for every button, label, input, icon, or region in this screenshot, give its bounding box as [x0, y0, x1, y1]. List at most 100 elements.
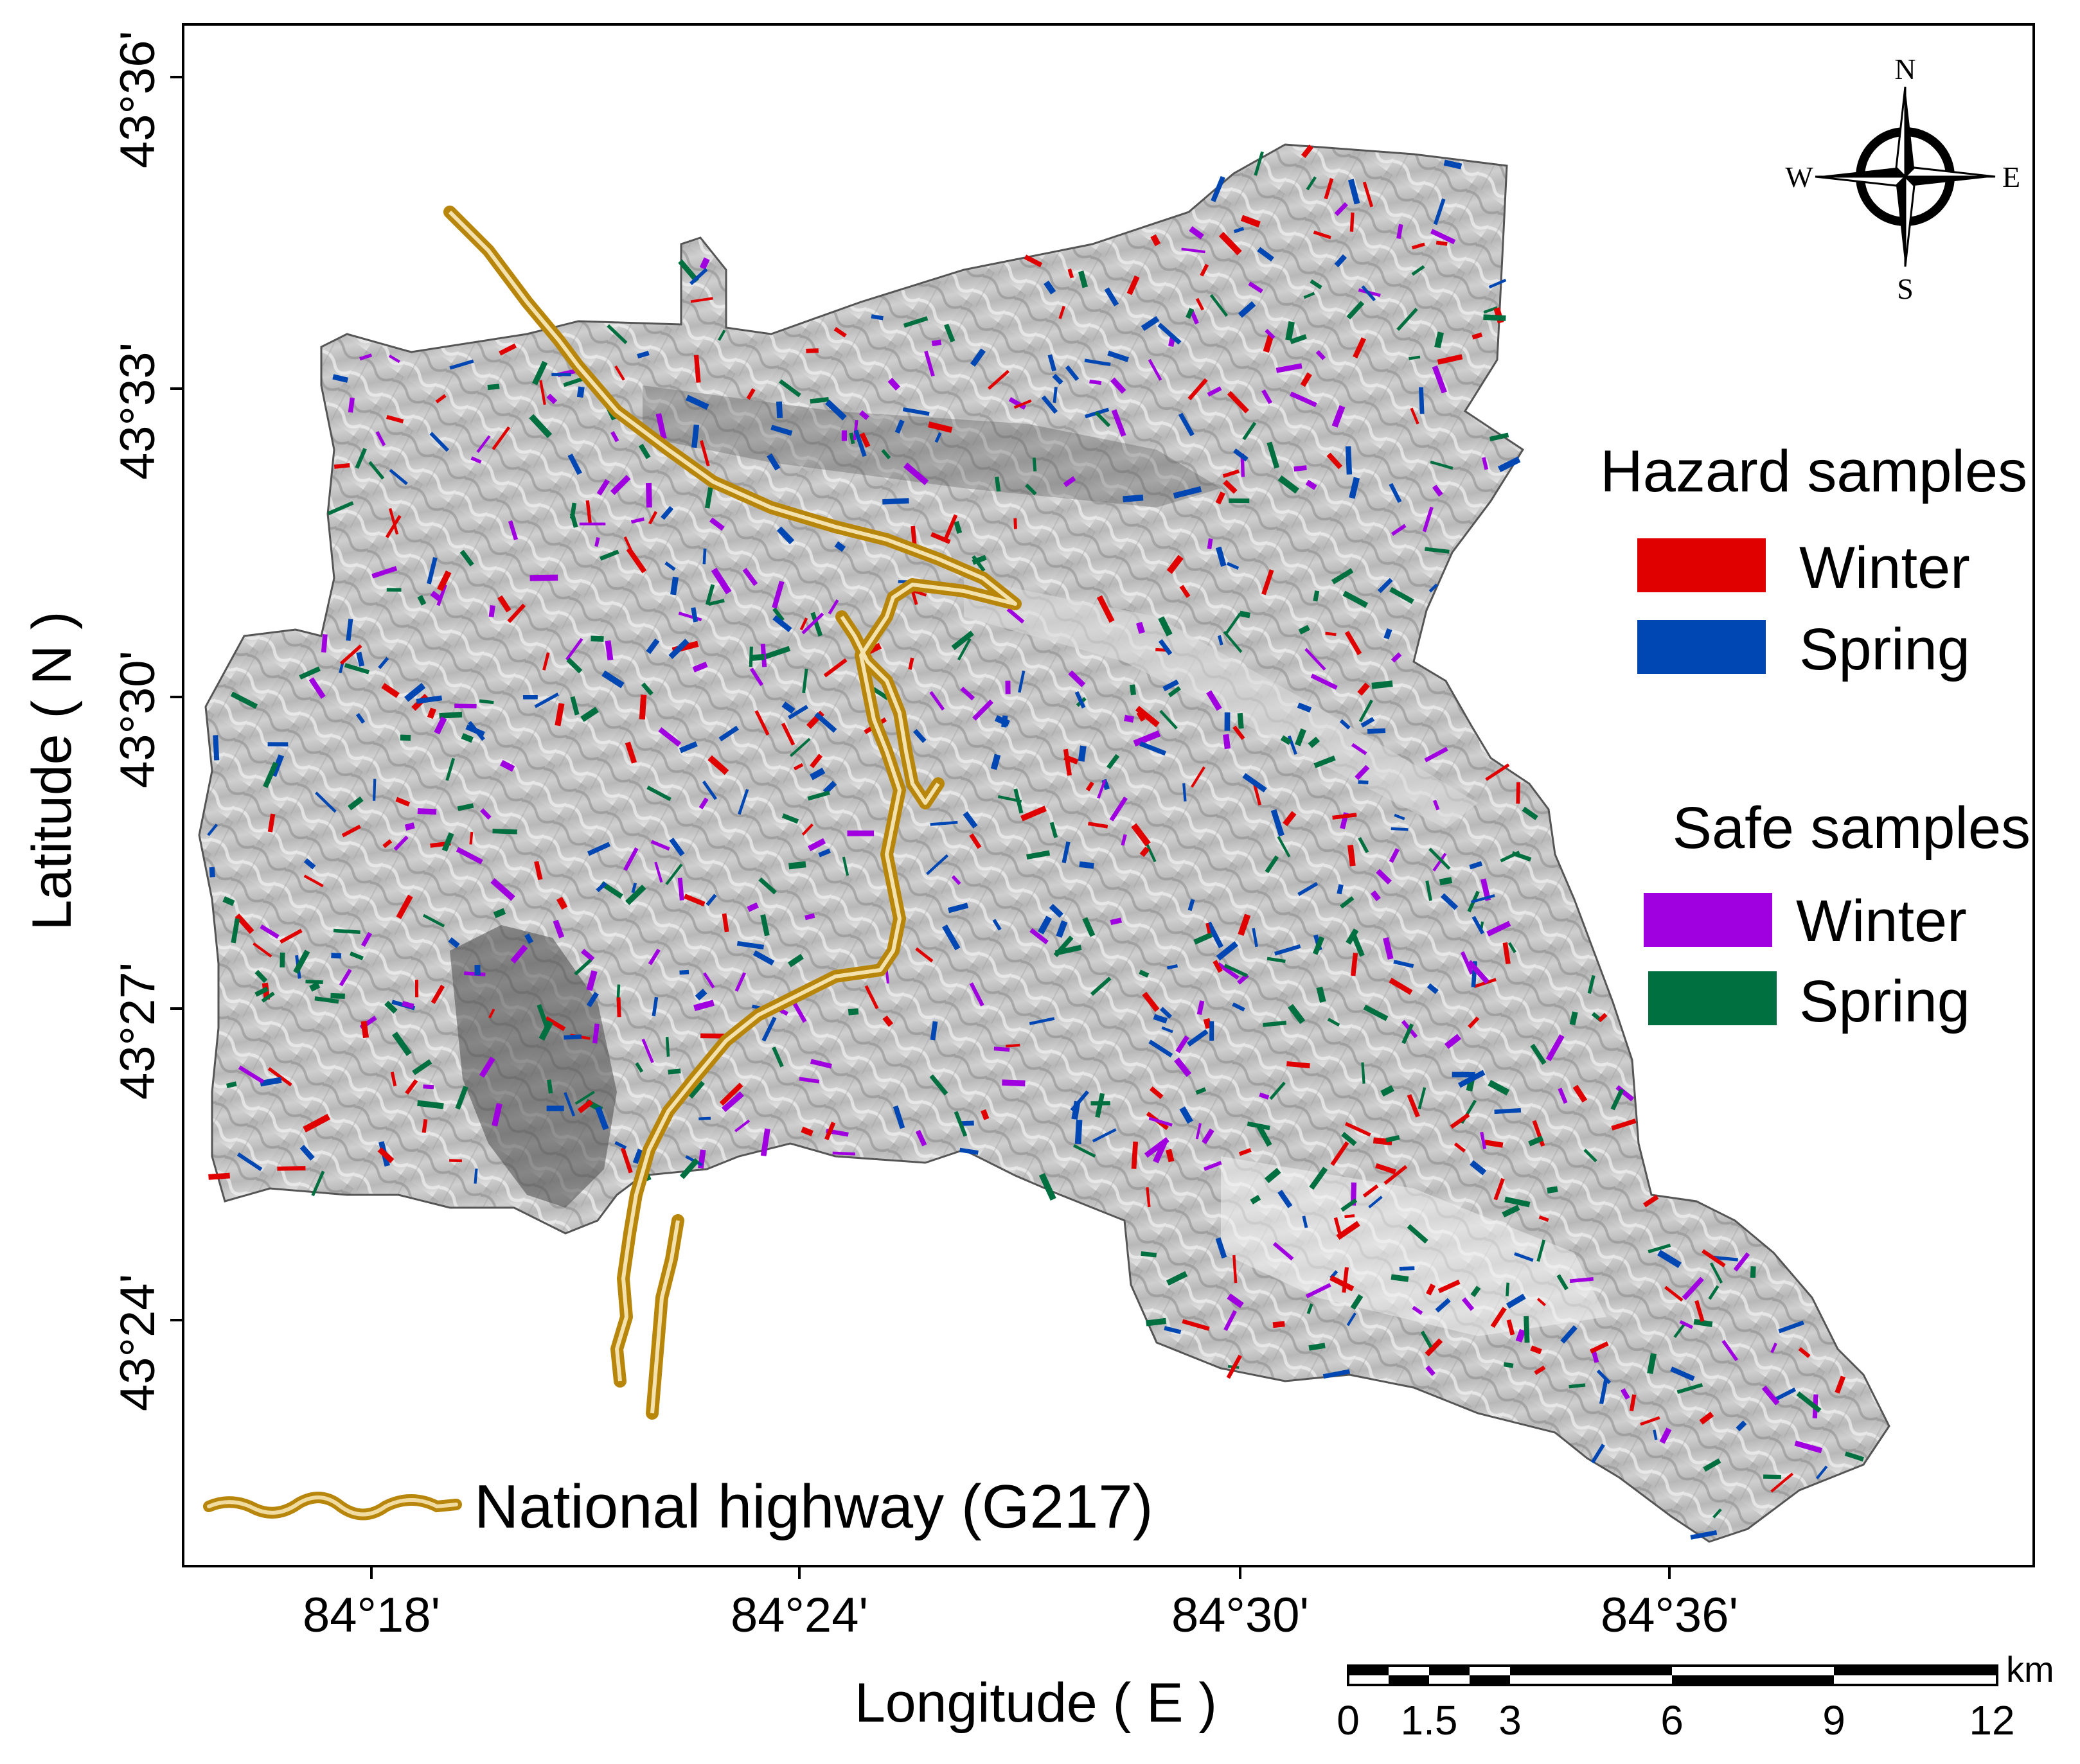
- sample-mark: [1835, 1375, 1846, 1394]
- sample-mark: [1166, 1271, 1188, 1286]
- sample-mark: [1024, 254, 1043, 268]
- x-tick-label: 84°24': [731, 1588, 868, 1643]
- sample-mark: [1733, 1252, 1750, 1272]
- sample-mark: [1209, 294, 1229, 317]
- sample-mark: [781, 722, 796, 746]
- sample-mark: [691, 424, 700, 448]
- sample-mark: [772, 1046, 784, 1068]
- sample-mark: [698, 1116, 711, 1120]
- sample-mark: [824, 1122, 836, 1141]
- sample-mark: [344, 663, 370, 675]
- sample-mark: [760, 1128, 770, 1157]
- sample-mark: [614, 1141, 627, 1150]
- sample-mark: [299, 666, 321, 680]
- sample-mark: [1047, 354, 1056, 372]
- sample-mark: [772, 607, 785, 622]
- sample-mark: [479, 699, 494, 705]
- sample-mark: [1471, 332, 1483, 340]
- sample-mark: [1342, 1267, 1349, 1293]
- sample-mark: [405, 1079, 418, 1095]
- sample-mark: [488, 1009, 495, 1019]
- sample-mark: [1044, 280, 1056, 295]
- sample-mark: [1141, 315, 1160, 331]
- sample-mark: [693, 1000, 715, 1011]
- sample-mark: [1285, 321, 1295, 341]
- sample-mark: [566, 657, 583, 674]
- sample-mark: [499, 759, 515, 772]
- sample-mark: [1357, 682, 1370, 696]
- sample-mark: [1049, 822, 1058, 838]
- sample-mark: [368, 461, 385, 480]
- sample-mark: [1504, 1196, 1531, 1208]
- sample-mark: [747, 902, 759, 912]
- sample-mark: [1215, 491, 1225, 505]
- sample-mark: [1316, 986, 1326, 1003]
- compass-rose: N S E W: [1785, 53, 2020, 305]
- sample-mark: [339, 644, 362, 665]
- sample-mark: [1162, 679, 1179, 692]
- sample-mark: [1232, 725, 1245, 740]
- sample-mark: [371, 566, 398, 579]
- sample-mark: [981, 1109, 990, 1120]
- sample-mark: [1121, 834, 1127, 846]
- sample-mark: [1215, 1237, 1227, 1259]
- sample-mark: [934, 432, 942, 443]
- sample-mark: [1053, 387, 1058, 403]
- sample-mark: [254, 969, 268, 983]
- sample-mark: [1391, 827, 1409, 831]
- sample-mark: [1444, 1034, 1462, 1049]
- sample-mark: [788, 861, 806, 870]
- sample-mark: [1545, 1034, 1565, 1062]
- sample-mark: [470, 456, 482, 464]
- sample-mark: [1341, 1132, 1357, 1147]
- sample-mark: [457, 803, 474, 811]
- sample-mark: [1124, 714, 1134, 723]
- sample-mark: [261, 991, 275, 1003]
- sample-mark: [267, 1067, 292, 1087]
- sample-mark: [1287, 735, 1297, 755]
- sample-mark: [1312, 936, 1325, 955]
- sample-mark: [1583, 1149, 1597, 1163]
- sample-mark: [596, 479, 610, 496]
- sample-mark: [1450, 1113, 1470, 1129]
- sample-mark: [1657, 1249, 1682, 1269]
- sample-mark: [1471, 894, 1495, 904]
- x-tick-label: 84°30': [1171, 1588, 1309, 1643]
- sample-mark: [685, 394, 709, 410]
- sample-mark: [1309, 1167, 1328, 1190]
- x-axis: 84°18' 84°24' 84°30' 84°36' Longitude ( …: [303, 1566, 1738, 1734]
- sample-mark: [1139, 969, 1150, 978]
- sample-mark: [1349, 212, 1355, 232]
- sample-mark: [1297, 702, 1312, 713]
- sample-mark: [1179, 1106, 1193, 1124]
- sample-mark: [497, 595, 511, 613]
- sample-mark: [915, 1129, 927, 1147]
- sample-mark: [1334, 254, 1347, 268]
- sample-mark: [1468, 1016, 1480, 1029]
- sample-mark: [439, 711, 463, 719]
- sample-mark: [951, 630, 974, 651]
- sample-mark: [1643, 1194, 1659, 1208]
- sample-mark: [1329, 1275, 1355, 1292]
- sample-mark: [1361, 1062, 1365, 1084]
- scale-unit: km: [2006, 1649, 2054, 1689]
- sample-mark: [1159, 710, 1178, 730]
- sample-mark: [893, 1105, 905, 1129]
- sample-mark: [1025, 483, 1037, 496]
- sample-mark: [1383, 937, 1394, 960]
- sample-mark: [1135, 705, 1160, 728]
- study-area: [198, 143, 1890, 1543]
- sample-mark: [1394, 813, 1405, 820]
- compass-label-n: N: [1894, 53, 1916, 85]
- sample-mark: [646, 786, 671, 802]
- sample-mark: [1240, 215, 1261, 228]
- sample-mark: [1425, 1365, 1436, 1377]
- sample-mark: [1295, 728, 1306, 746]
- sample-mark: [417, 808, 437, 815]
- sample-mark: [1362, 1184, 1379, 1198]
- sample-mark: [385, 515, 402, 538]
- sample-mark: [508, 520, 519, 541]
- sample-mark: [341, 824, 361, 838]
- sample-mark: [569, 513, 578, 528]
- sample-mark: [691, 607, 698, 622]
